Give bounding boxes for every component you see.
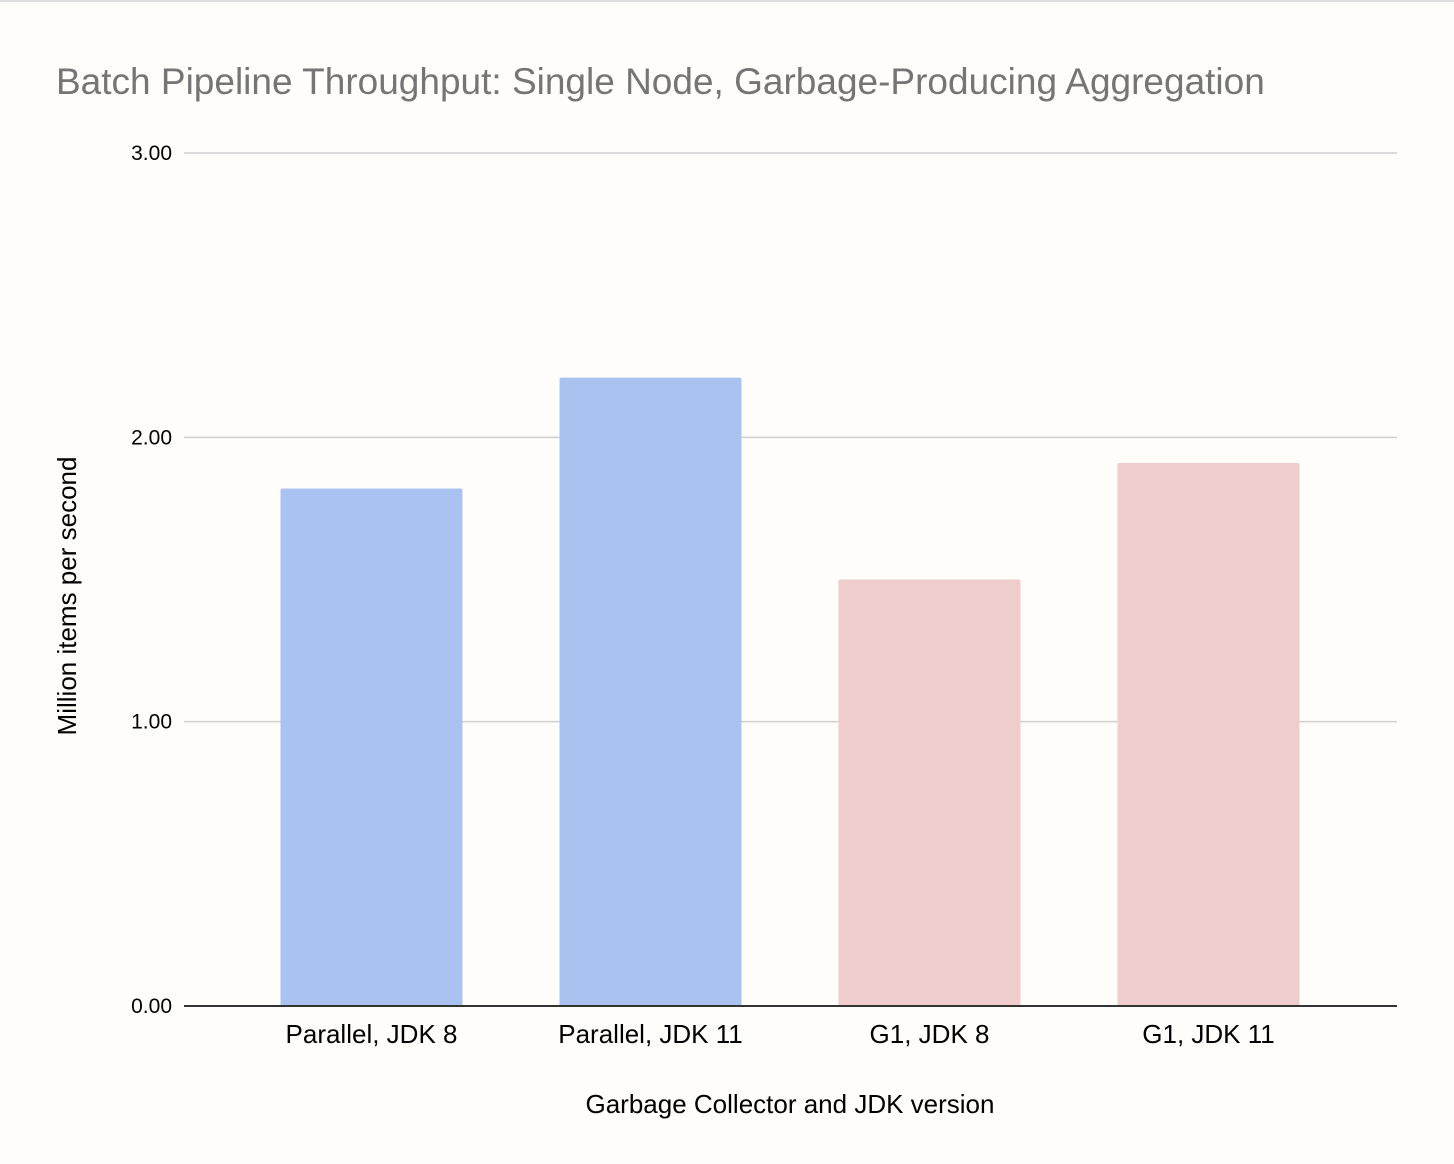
- x-category-label: G1, JDK 8: [870, 1019, 990, 1049]
- x-category-label: G1, JDK 11: [1142, 1019, 1274, 1049]
- bars: [280, 377, 1300, 1007]
- x-axis-category-labels: Parallel, JDK 8 Parallel, JDK 11 G1, JDK 8…: [286, 1019, 1275, 1049]
- y-axis-tick-labels: 0.00 1.00 2.00 3.00: [131, 142, 172, 1018]
- bar-1: [280, 488, 463, 1007]
- y-axis-title: Million items per second: [52, 457, 82, 736]
- bar-4: [1117, 462, 1300, 1006]
- y-tick-label: 2.00: [131, 426, 172, 449]
- chart-title: Batch Pipeline Throughput: Single Node, …: [56, 61, 1265, 102]
- bar-3: [838, 579, 1021, 1006]
- x-category-label: Parallel, JDK 8: [286, 1019, 458, 1049]
- y-tick-label: 0.00: [131, 995, 172, 1018]
- x-axis-title: Garbage Collector and JDK version: [586, 1089, 995, 1119]
- y-tick-label: 3.00: [131, 142, 172, 165]
- x-category-label: Parallel, JDK 11: [558, 1019, 743, 1049]
- bar-2: [559, 377, 742, 1007]
- y-tick-label: 1.00: [131, 711, 172, 734]
